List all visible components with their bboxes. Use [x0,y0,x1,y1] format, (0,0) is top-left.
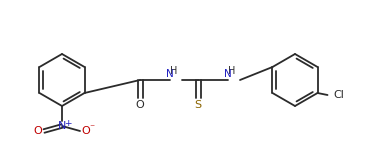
Text: S: S [195,100,201,110]
Text: Cl: Cl [334,90,345,100]
Text: O: O [136,100,145,110]
Text: ⁻: ⁻ [89,123,95,133]
Text: O: O [34,126,42,136]
Text: N: N [224,69,232,79]
Text: H: H [228,66,236,76]
Text: N: N [58,121,66,131]
Text: N: N [166,69,174,79]
Text: O: O [82,126,91,136]
Text: +: + [64,119,72,128]
Text: H: H [170,66,178,76]
